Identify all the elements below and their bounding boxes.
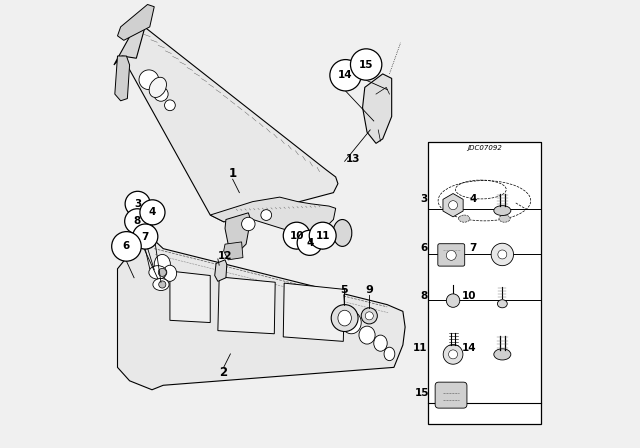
Polygon shape (218, 277, 275, 334)
Ellipse shape (342, 311, 361, 334)
Circle shape (330, 60, 361, 91)
Ellipse shape (384, 347, 395, 361)
Polygon shape (114, 25, 145, 65)
Polygon shape (118, 241, 405, 390)
Text: 13: 13 (346, 155, 360, 164)
Text: 11: 11 (413, 343, 428, 353)
Circle shape (498, 250, 507, 259)
Ellipse shape (494, 206, 511, 215)
Text: 6: 6 (123, 241, 130, 251)
Text: 9: 9 (365, 285, 373, 295)
Circle shape (139, 70, 159, 90)
Text: 4: 4 (148, 207, 156, 217)
Circle shape (444, 345, 463, 364)
Ellipse shape (361, 308, 378, 324)
Text: 4: 4 (306, 238, 314, 248)
Text: 4: 4 (469, 194, 477, 203)
Polygon shape (214, 260, 227, 281)
Ellipse shape (365, 312, 373, 320)
Circle shape (446, 250, 456, 260)
Ellipse shape (333, 220, 352, 246)
Text: 7: 7 (141, 232, 149, 241)
Text: 3: 3 (420, 194, 428, 203)
Text: JDC07092: JDC07092 (467, 145, 502, 151)
Ellipse shape (494, 349, 511, 360)
Ellipse shape (149, 266, 167, 279)
Polygon shape (284, 283, 344, 341)
Text: 8: 8 (134, 216, 141, 226)
Ellipse shape (153, 278, 169, 290)
Circle shape (242, 217, 255, 231)
Circle shape (159, 281, 166, 288)
Circle shape (164, 100, 175, 111)
Circle shape (140, 200, 165, 225)
Text: 6: 6 (420, 243, 428, 253)
Ellipse shape (332, 305, 358, 332)
Circle shape (125, 191, 150, 216)
Polygon shape (115, 56, 129, 101)
Polygon shape (122, 25, 338, 222)
Ellipse shape (338, 310, 351, 326)
Circle shape (309, 222, 336, 249)
Text: 12: 12 (218, 251, 232, 261)
Text: 8: 8 (420, 291, 428, 301)
Text: 11: 11 (316, 231, 330, 241)
Ellipse shape (163, 265, 177, 281)
Ellipse shape (359, 326, 375, 344)
FancyBboxPatch shape (435, 382, 467, 408)
Circle shape (154, 87, 168, 101)
Text: 10: 10 (289, 231, 304, 241)
Polygon shape (362, 74, 392, 143)
Ellipse shape (374, 335, 387, 351)
Ellipse shape (499, 215, 510, 222)
Circle shape (449, 350, 458, 359)
Polygon shape (118, 4, 154, 40)
Circle shape (132, 224, 158, 249)
Polygon shape (170, 271, 210, 323)
Circle shape (125, 209, 150, 234)
Circle shape (284, 222, 310, 249)
Circle shape (491, 243, 513, 266)
Ellipse shape (149, 77, 166, 98)
FancyBboxPatch shape (438, 244, 465, 266)
FancyBboxPatch shape (428, 142, 541, 424)
Ellipse shape (497, 300, 508, 308)
Text: 5: 5 (340, 285, 348, 295)
Ellipse shape (459, 215, 470, 222)
Circle shape (158, 268, 166, 276)
Circle shape (351, 49, 382, 80)
Circle shape (261, 210, 271, 220)
Text: 1: 1 (228, 167, 237, 181)
Text: 14: 14 (338, 70, 353, 80)
Polygon shape (210, 197, 335, 233)
Ellipse shape (154, 254, 170, 274)
Text: 7: 7 (469, 243, 477, 253)
Circle shape (446, 294, 460, 307)
Polygon shape (443, 194, 463, 217)
Text: 3: 3 (134, 199, 141, 209)
Text: 14: 14 (462, 343, 477, 353)
Text: 15: 15 (359, 60, 373, 69)
Polygon shape (223, 242, 243, 260)
Circle shape (297, 230, 322, 255)
Text: 2: 2 (220, 366, 228, 379)
Text: 15: 15 (414, 388, 429, 398)
Circle shape (111, 232, 141, 261)
Circle shape (449, 201, 458, 210)
Text: 10: 10 (462, 291, 477, 301)
Polygon shape (225, 213, 250, 251)
